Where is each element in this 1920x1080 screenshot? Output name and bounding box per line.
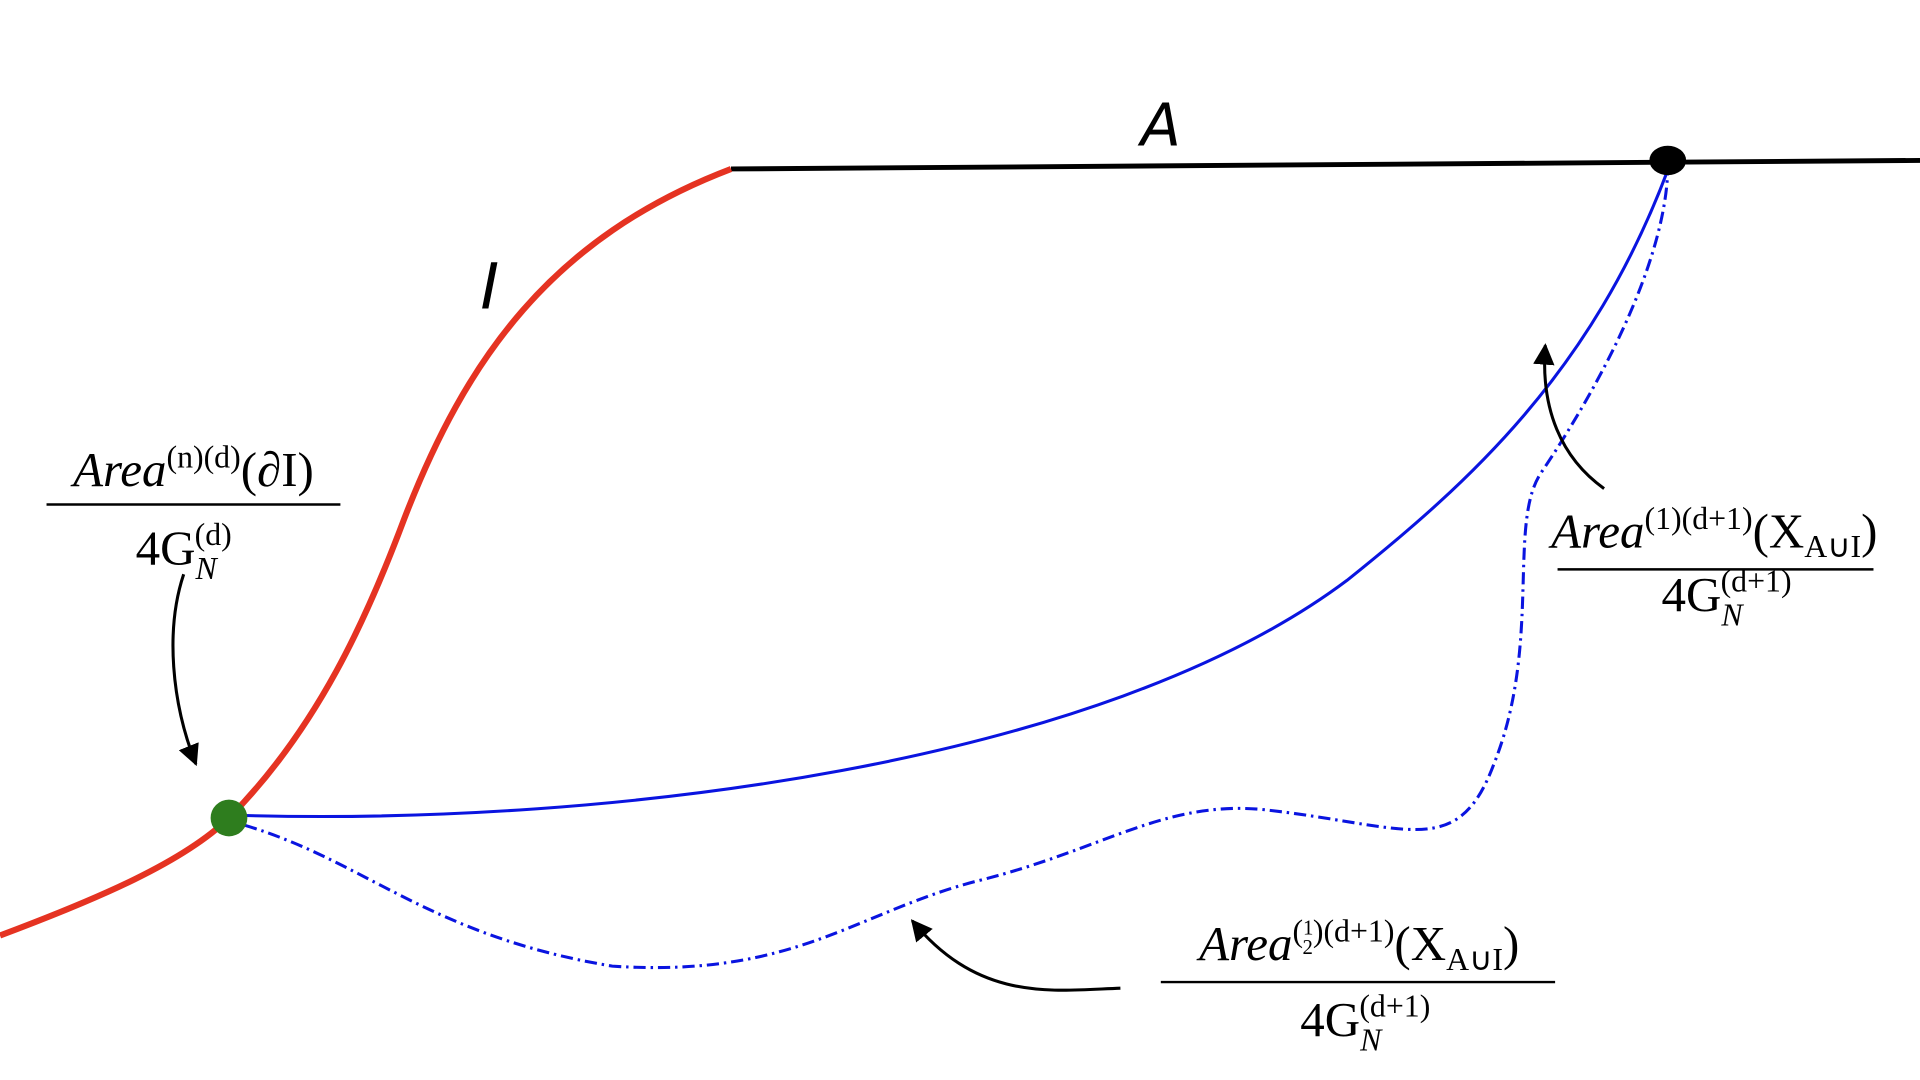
text: (1)(d+1) [1644,501,1752,536]
text: (d+1) [1359,988,1430,1023]
label-a: A [1137,91,1181,160]
text: (n)(d) [166,440,240,475]
text: Area [1196,916,1292,971]
endpoint-dot [1649,145,1687,176]
label-i: I [480,251,499,325]
text: A∪I [1804,529,1861,564]
text: N [1720,598,1744,633]
surface-dashed [244,170,1670,970]
island-curve [0,166,733,939]
boundary-line [731,157,1920,172]
text: Area [1548,503,1644,558]
formula-denominator: 4GN(d+1) [1662,563,1792,632]
text: Area [70,442,166,497]
text: (∂I) [241,442,314,497]
text: N [194,551,218,586]
formula-numerator: Area(n)(d)(∂I) [70,440,314,497]
surface-solid [244,169,1670,819]
text: 4G [1300,992,1360,1047]
text: 2 [1302,935,1312,959]
text: ) [1503,916,1519,971]
text: )(d+1) [1313,914,1395,949]
text: N [1359,1023,1383,1058]
text: (d+1) [1721,563,1792,598]
text: 4G [136,520,196,575]
formula-numerator: Area(1 2)(d+1)(XA∪I) [1196,914,1519,977]
text: 1 [1303,915,1313,939]
junction-dot [210,799,248,837]
text: ) [1861,503,1877,558]
arrow [1533,343,1605,490]
formula-denominator: 4GN(d+1) [1300,988,1430,1057]
arrow [910,919,1121,992]
text: ( [1292,914,1303,949]
text: A∪I [1446,942,1503,977]
text: 4G [1662,567,1722,622]
formula-denominator: 4GN(d) [136,517,232,586]
text: (X [1394,916,1446,971]
formula-numerator: Area(1)(d+1)(XA∪I) [1548,501,1877,564]
text: (d) [195,517,232,552]
arrow [171,573,199,767]
text: (X [1753,503,1805,558]
